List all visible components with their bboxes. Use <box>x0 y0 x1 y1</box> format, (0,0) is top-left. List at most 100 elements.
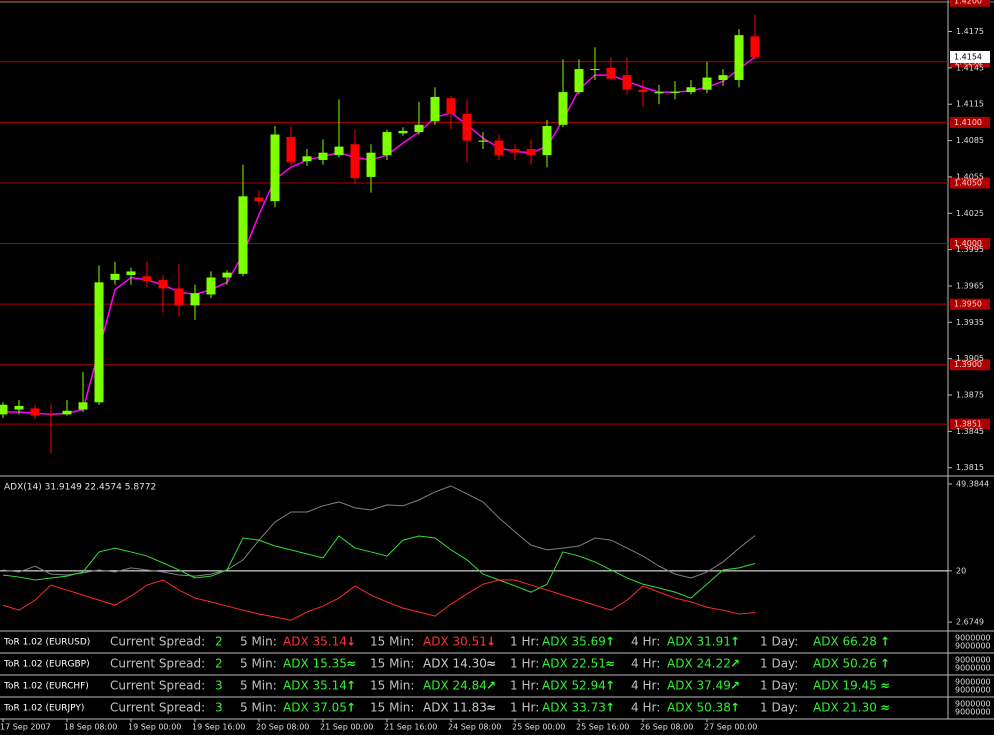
x-tick-label: 17 Sep 2007 <box>0 723 51 732</box>
trend-arrow: ↑ <box>346 679 356 693</box>
adx-value: ADX 35.14 <box>283 635 347 649</box>
y-tick-label: 1.3815 <box>956 463 984 472</box>
candle-body <box>14 405 24 410</box>
panel-scale: 9000000 <box>955 634 991 643</box>
x-tick-label: 25 Sep 16:00 <box>576 723 629 732</box>
candle-body <box>574 69 584 93</box>
level-tag <box>950 116 990 128</box>
panel-title: ToR 1.02 (EURJPY) <box>3 704 84 714</box>
level-tag <box>950 359 990 371</box>
candle-body <box>110 273 120 280</box>
trend-arrow: ≈ <box>880 701 890 715</box>
trend-arrow: ≈ <box>605 657 615 671</box>
timeframe-label: 1 Hr: <box>510 701 539 715</box>
y-tick-label: 49.3844 <box>956 479 989 488</box>
trend-arrow: ↑ <box>730 635 740 649</box>
bid-tag <box>950 50 990 63</box>
trend-arrow: ≈ <box>346 657 356 671</box>
candle-body <box>718 75 728 80</box>
timeframe-label: 1 Hr: <box>510 635 539 649</box>
trend-arrow: ↓ <box>346 635 356 649</box>
adx-value: ADX 11.83 <box>423 701 487 715</box>
candle-body <box>30 408 40 416</box>
adx-value: ADX 33.73 <box>542 701 606 715</box>
level-tag <box>950 177 990 189</box>
level-tag <box>950 418 990 430</box>
trend-arrow: ↗ <box>486 679 496 693</box>
timeframe-label: 5 Min: <box>240 635 277 649</box>
candle-body <box>366 152 376 177</box>
y-tick-label: 1.4175 <box>956 27 984 36</box>
x-tick-label: 21 Sep 00:00 <box>320 723 373 732</box>
y-tick-label: 1.4055 <box>956 172 984 181</box>
timeframe-label: 4 Hr: <box>631 657 660 671</box>
y-tick-label: 1.3965 <box>956 281 984 290</box>
candle-body <box>558 92 568 125</box>
trend-arrow: ↑ <box>880 635 890 649</box>
trend-arrow: ↑ <box>346 701 356 715</box>
candle-body <box>398 130 408 134</box>
adx-value: ADX 19.45 <box>813 679 877 693</box>
candle-body <box>334 146 344 156</box>
candle-body <box>286 136 296 163</box>
timeframe-label: 4 Hr: <box>631 679 660 693</box>
adx-value: ADX 35.69 <box>542 635 606 649</box>
x-tick-label: 20 Sep 08:00 <box>256 723 309 732</box>
panel-title: ToR 1.02 (EURCHF) <box>3 682 89 692</box>
candle-body <box>654 92 664 94</box>
trend-arrow: ↑ <box>880 657 890 671</box>
candle-body <box>478 140 488 142</box>
candle-body <box>270 134 280 202</box>
panel-scale: 9000000 <box>955 686 991 695</box>
y-tick-label: 1.4145 <box>956 63 984 72</box>
level-label: 1.4200 <box>954 0 982 6</box>
trend-arrow: ≈ <box>486 701 496 715</box>
spread-label: Current Spread: <box>110 701 205 715</box>
adx-value: ADX 37.49 <box>667 679 731 693</box>
spread-label: Current Spread: <box>110 657 205 671</box>
trend-arrow: ≈ <box>880 679 890 693</box>
candle-body <box>126 271 136 276</box>
adx-value: ADX 37.05 <box>283 701 347 715</box>
x-tick-label: 27 Sep 00:00 <box>704 723 757 732</box>
level-tag <box>950 238 990 250</box>
spread-value: 2 <box>215 657 223 671</box>
candle-body <box>318 152 328 160</box>
timeframe-label: 1 Day: <box>760 679 798 693</box>
x-tick-label: 19 Sep 00:00 <box>128 723 181 732</box>
trend-arrow: ↑ <box>605 679 615 693</box>
candle-body <box>254 197 264 202</box>
candle-body <box>430 96 440 122</box>
trend-arrow: ↑ <box>605 701 615 715</box>
timeframe-label: 5 Min: <box>240 701 277 715</box>
y-tick-label: 1.3905 <box>956 354 984 363</box>
adx-line <box>2 535 756 599</box>
x-tick-label: 24 Sep 08:00 <box>448 723 501 732</box>
level-label: 1.3900 <box>954 360 982 369</box>
x-tick-label: 26 Sep 08:00 <box>640 723 693 732</box>
spread-value: 2 <box>215 635 223 649</box>
candle-body <box>590 69 600 71</box>
candle-body <box>62 410 72 415</box>
trend-arrow: ↑ <box>730 701 740 715</box>
y-tick-label: 1.3935 <box>956 318 984 327</box>
candle-body <box>750 36 760 57</box>
level-tag <box>950 0 990 7</box>
candle-body <box>222 272 232 278</box>
adx-line <box>2 485 756 579</box>
candle-body <box>670 92 680 94</box>
y-tick-label: 1.3845 <box>956 427 984 436</box>
y-tick-label: 1.3875 <box>956 391 984 400</box>
timeframe-label: 1 Hr: <box>510 679 539 693</box>
candle-body <box>158 279 168 289</box>
y-tick-label: 1.3995 <box>956 245 984 254</box>
timeframe-label: 15 Min: <box>370 679 414 693</box>
timeframe-label: 5 Min: <box>240 657 277 671</box>
candle-body <box>190 293 200 306</box>
x-tick-label: 25 Sep 00:00 <box>512 723 565 732</box>
timeframe-label: 15 Min: <box>370 701 414 715</box>
x-tick-label: 18 Sep 08:00 <box>64 723 117 732</box>
candle-body <box>526 149 536 156</box>
